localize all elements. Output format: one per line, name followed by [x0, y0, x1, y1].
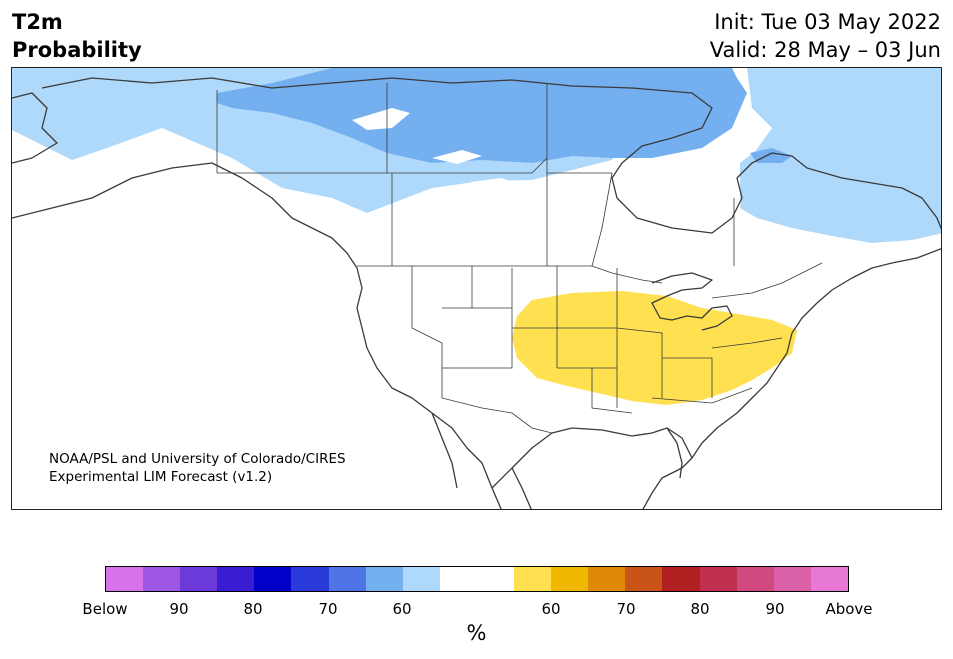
tick-below: Below	[82, 600, 128, 618]
forecast-dates: Init: Tue 03 May 2022 Valid: 28 May – 03…	[710, 8, 941, 64]
colorbar-segment	[476, 567, 515, 591]
tick-below-90: 90	[169, 600, 189, 618]
colorbar-segment	[514, 567, 552, 591]
below-normal-medium-region	[217, 68, 747, 163]
valid-range: Valid: 28 May – 03 Jun	[709, 38, 941, 62]
colorbar-unit: %	[466, 621, 487, 645]
tick-above-60: 60	[541, 600, 561, 618]
us-canada-border	[357, 262, 823, 299]
coastline-hudson	[611, 152, 808, 234]
colorbar-segment	[402, 567, 440, 591]
colorbar-tick-labels: Below 90 80 70 60 60 70 80 90 Above	[0, 600, 953, 620]
map-title: T2m Probability	[12, 8, 142, 64]
colorbar-segment	[736, 567, 774, 591]
coastline-west	[12, 92, 502, 509]
white-patch-3	[470, 178, 517, 186]
canada-provinces	[217, 83, 735, 267]
colorbar-segment	[217, 567, 255, 591]
colorbar-segment	[699, 567, 737, 591]
white-patch-1	[352, 108, 410, 130]
coastline-florida	[666, 427, 683, 479]
coastline-gulf	[491, 427, 693, 489]
colorbar-segment	[328, 567, 366, 591]
us-state-lines	[411, 266, 783, 414]
coastline-mexico	[431, 412, 532, 509]
colorbar-segment	[291, 567, 329, 591]
colorbar-segment	[254, 567, 292, 591]
white-patch-2	[432, 150, 482, 164]
title-line-2: Probability	[12, 38, 142, 62]
coastline-arctic	[41, 77, 713, 179]
tick-below-70: 70	[318, 600, 338, 618]
colorbar-segment	[439, 567, 477, 591]
probability-colorbar	[105, 566, 849, 592]
colorbar-segment	[551, 567, 589, 591]
great-lakes	[651, 272, 733, 331]
title-line-1: T2m	[12, 10, 63, 34]
init-date: Init: Tue 03 May 2022	[714, 10, 941, 34]
map-canvas	[12, 68, 941, 509]
colorbar-segment	[810, 567, 848, 591]
tick-above-80: 80	[690, 600, 710, 618]
colorbar-segment	[625, 567, 663, 591]
mexico-border	[441, 397, 553, 434]
tick-above-70: 70	[616, 600, 636, 618]
colorbar-segment	[365, 567, 403, 591]
map-panel	[11, 67, 942, 510]
tick-above: Above	[825, 600, 873, 618]
colorbar-segment	[662, 567, 700, 591]
colorbar-segment	[143, 567, 181, 591]
credit-line-2: Experimental LIM Forecast (v1.2)	[49, 469, 273, 485]
colorbar-segment	[588, 567, 626, 591]
colorbar-segment	[106, 567, 144, 591]
credit-line-1: NOAA/PSL and University of Colorado/CIRE…	[49, 451, 346, 467]
tick-below-80: 80	[243, 600, 263, 618]
tick-above-90: 90	[765, 600, 785, 618]
colorbar-segment	[773, 567, 811, 591]
tick-below-60: 60	[392, 600, 412, 618]
coastline-east	[642, 167, 941, 509]
colorbar-segment	[180, 567, 218, 591]
credit-text: NOAA/PSL and University of Colorado/CIRE…	[49, 450, 346, 486]
